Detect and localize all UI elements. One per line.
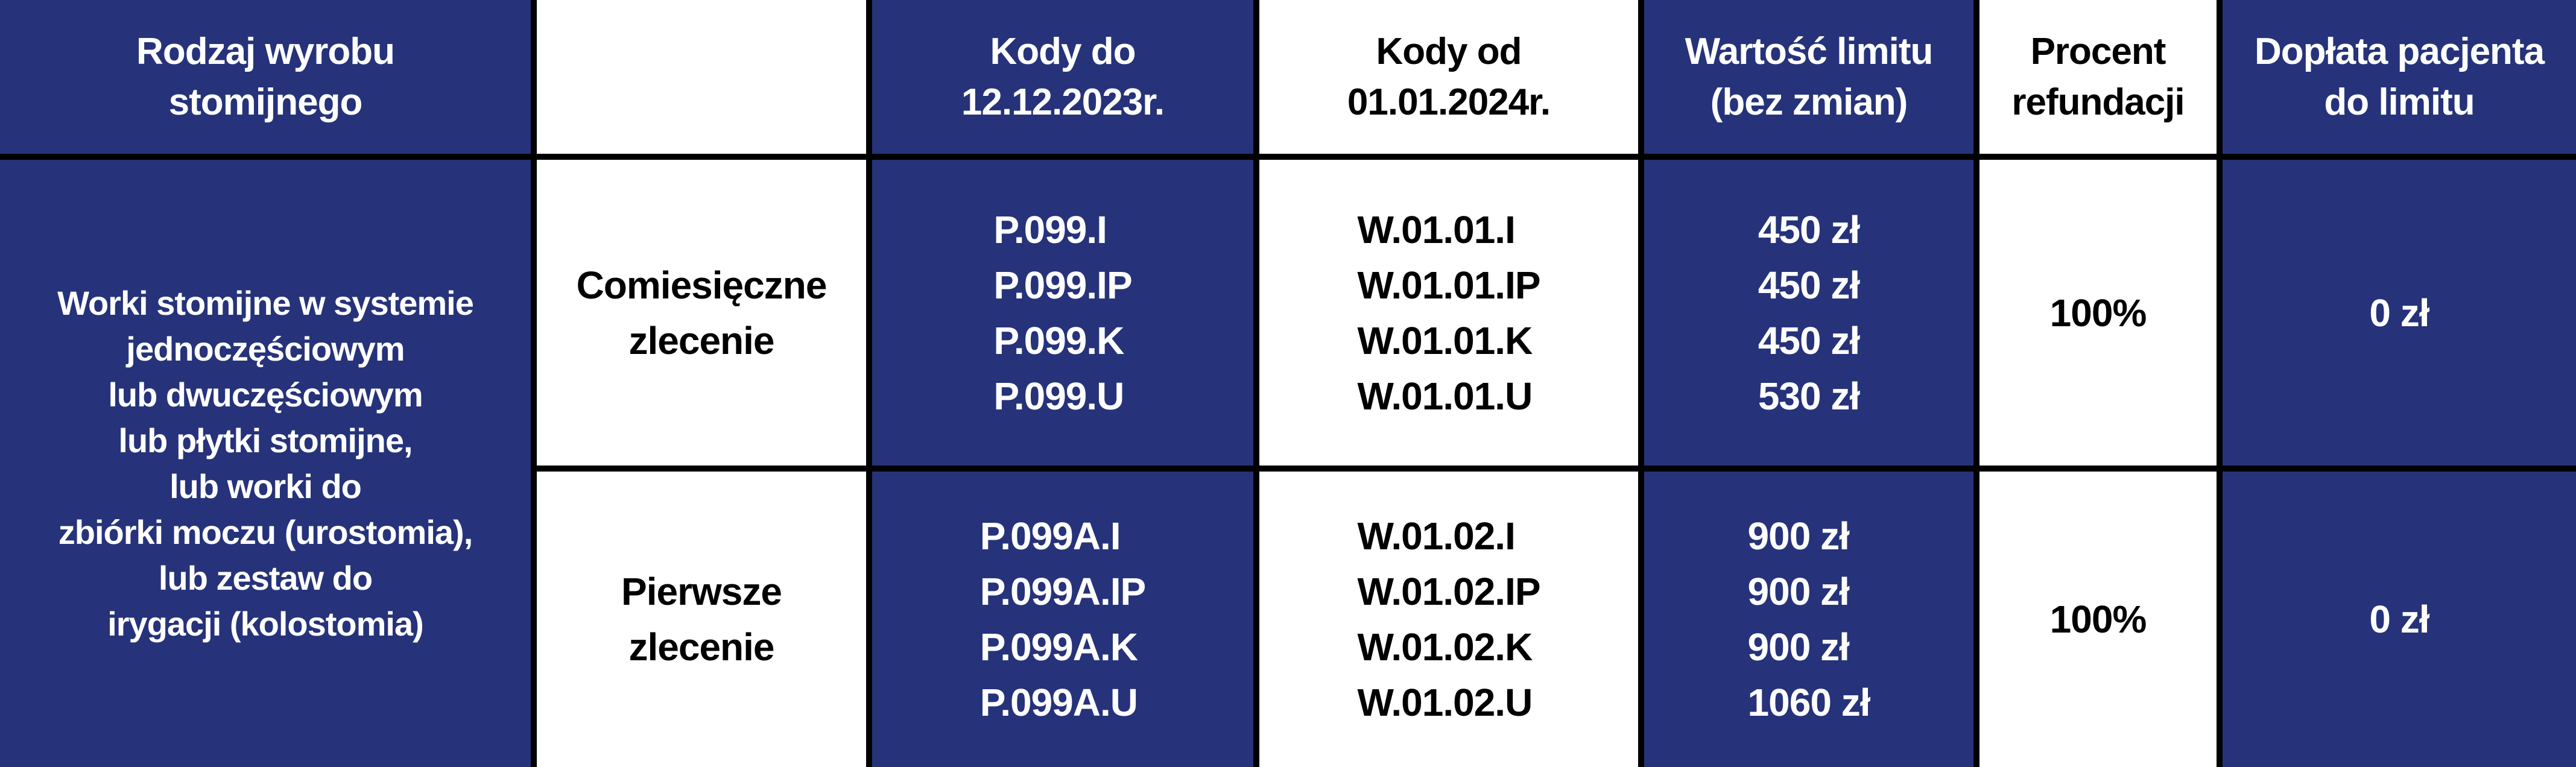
code: W.01.01.IP bbox=[1357, 263, 1540, 307]
limit-value: 900 zł bbox=[1747, 625, 1850, 669]
product-line: Worki stomijne w systemie bbox=[57, 283, 474, 322]
code: P.099.K bbox=[993, 318, 1124, 362]
limits-cell: 900 zł 900 zł 900 zł 1060 zł bbox=[1644, 472, 1973, 767]
refund-percent: 100% bbox=[1979, 472, 2217, 767]
code: W.01.02.K bbox=[1357, 625, 1533, 669]
code: W.01.02.U bbox=[1357, 681, 1533, 724]
code: P.099A.U bbox=[979, 681, 1138, 724]
code: P.099A.K bbox=[979, 625, 1138, 669]
limit-value: 450 zł bbox=[1758, 263, 1860, 307]
limit-value: 900 zł bbox=[1747, 514, 1850, 558]
header-text: Wartość limitu bbox=[1685, 30, 1934, 72]
limits-cell: 450 zł 450 zł 450 zł 530 zł bbox=[1644, 160, 1973, 466]
limit-value: 530 zł bbox=[1758, 374, 1860, 418]
code: P.099.IP bbox=[993, 263, 1132, 307]
header-text: refundacji bbox=[2011, 81, 2185, 123]
header-text: Rodzaj wyrobu bbox=[136, 30, 395, 72]
limit-value: 900 zł bbox=[1747, 570, 1850, 613]
order-type-first: Pierwsze zlecenie bbox=[537, 472, 866, 767]
header-product-type: Rodzaj wyrobu stomijnego bbox=[0, 0, 531, 154]
code: P.099.I bbox=[993, 207, 1107, 251]
header-text: Kody od bbox=[1376, 30, 1522, 72]
code: P.099A.IP bbox=[979, 570, 1146, 613]
header-text: Kody do bbox=[990, 30, 1136, 72]
header-text: Procent bbox=[2030, 30, 2166, 72]
code: P.099.U bbox=[993, 374, 1124, 418]
code: W.01.01.K bbox=[1357, 318, 1533, 362]
header-text: (bez zmian) bbox=[1710, 81, 1908, 123]
product-line: lub worki do bbox=[169, 467, 362, 505]
product-line: irygacji (kolostomia) bbox=[107, 604, 424, 643]
new-codes-cell: W.01.02.I W.01.02.IP W.01.02.K W.01.02.U bbox=[1259, 472, 1638, 767]
product-description: Worki stomijne w systemie jednoczęściowy… bbox=[0, 160, 531, 767]
code: W.01.02.I bbox=[1357, 514, 1515, 558]
product-line: jednoczęściowym bbox=[126, 329, 405, 368]
header-old-codes: Kody do 12.12.2023r. bbox=[872, 0, 1253, 154]
limit-value: 450 zł bbox=[1758, 207, 1860, 251]
header-text: Dopłata pacjenta bbox=[2254, 30, 2545, 72]
code: P.099A.I bbox=[979, 514, 1121, 558]
code: W.01.01.U bbox=[1357, 374, 1533, 418]
order-type-monthly: Comiesięczne zlecenie bbox=[537, 160, 866, 466]
code: W.01.02.IP bbox=[1357, 570, 1540, 613]
order-text: zlecenie bbox=[628, 625, 774, 669]
header-order-type bbox=[537, 0, 866, 154]
header-text: 01.01.2024r. bbox=[1347, 81, 1551, 123]
limit-value: 1060 zł bbox=[1747, 681, 1871, 724]
new-codes-cell: W.01.01.I W.01.01.IP W.01.01.K W.01.01.U bbox=[1259, 160, 1638, 466]
product-line: zbiórki moczu (urostomia), bbox=[58, 513, 473, 551]
order-text: zlecenie bbox=[628, 318, 774, 362]
product-line: lub zestaw do bbox=[158, 558, 373, 597]
header-refund-percent: Procent refundacji bbox=[1979, 0, 2217, 154]
old-codes-cell: P.099.I P.099.IP P.099.K P.099.U bbox=[872, 160, 1253, 466]
limit-value: 450 zł bbox=[1758, 318, 1860, 362]
product-line: lub dwuczęściowym bbox=[108, 375, 423, 414]
header-text: 12.12.2023r. bbox=[961, 81, 1165, 123]
order-text: Pierwsze bbox=[621, 570, 782, 613]
header-patient-copay: Dopłata pacjenta do limitu bbox=[2223, 0, 2576, 154]
order-text: Comiesięczne bbox=[576, 263, 828, 307]
old-codes-cell: P.099A.I P.099A.IP P.099A.K P.099A.U bbox=[872, 472, 1253, 767]
code: W.01.01.I bbox=[1357, 207, 1515, 251]
product-line: lub płytki stomijne, bbox=[118, 421, 413, 459]
header-text: stomijnego bbox=[168, 81, 363, 123]
patient-copay: 0 zł bbox=[2223, 160, 2576, 466]
refund-percent: 100% bbox=[1979, 160, 2217, 466]
header-new-codes: Kody od 01.01.2024r. bbox=[1259, 0, 1638, 154]
header-text: do limitu bbox=[2324, 81, 2475, 123]
header-limit-value: Wartość limitu (bez zmian) bbox=[1644, 0, 1973, 154]
patient-copay: 0 zł bbox=[2223, 472, 2576, 767]
